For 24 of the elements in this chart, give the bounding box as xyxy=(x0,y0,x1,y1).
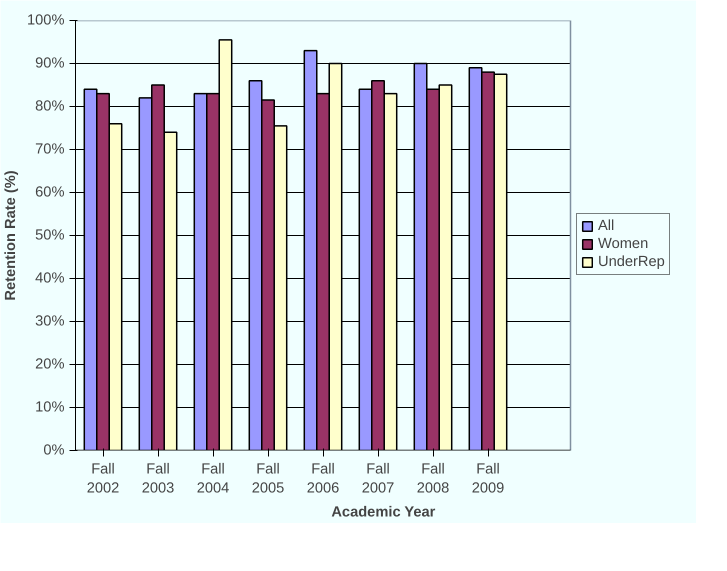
y-tick-label: 60% xyxy=(35,184,65,200)
x-tick-label: Fall 2005 xyxy=(252,462,284,497)
x-tick-label: Fall 2008 xyxy=(416,462,450,497)
y-tick-label: 100% xyxy=(27,12,65,28)
legend-label: All xyxy=(598,218,616,234)
y-tick-label: 80% xyxy=(35,98,65,114)
y-tick-label: 90% xyxy=(35,56,65,72)
x-tick-label: Fall 2009 xyxy=(472,462,504,497)
x-tick-label: Fall 2006 xyxy=(306,462,340,497)
y-tick-label: 40% xyxy=(35,270,65,286)
x-tick-label: Fall 2003 xyxy=(142,462,174,497)
y-tick-label: 30% xyxy=(35,314,65,330)
x-tick-label: Fall 2002 xyxy=(86,462,120,497)
x-axis-title: Academic Year xyxy=(331,504,436,521)
y-tick-label: 10% xyxy=(35,400,65,416)
y-tick-label: 0% xyxy=(43,442,65,458)
x-tick-label: Fall 2007 xyxy=(362,462,394,497)
y-tick-label: 20% xyxy=(35,356,65,372)
y-tick-label: 70% xyxy=(35,142,65,158)
legend-label: Women xyxy=(598,236,648,252)
x-tick-label: Fall 2004 xyxy=(196,462,230,497)
y-tick-label: 50% xyxy=(35,228,65,244)
y-axis-title: Retention Rate (%) xyxy=(3,170,20,301)
legend-label: UnderRep xyxy=(598,254,665,270)
